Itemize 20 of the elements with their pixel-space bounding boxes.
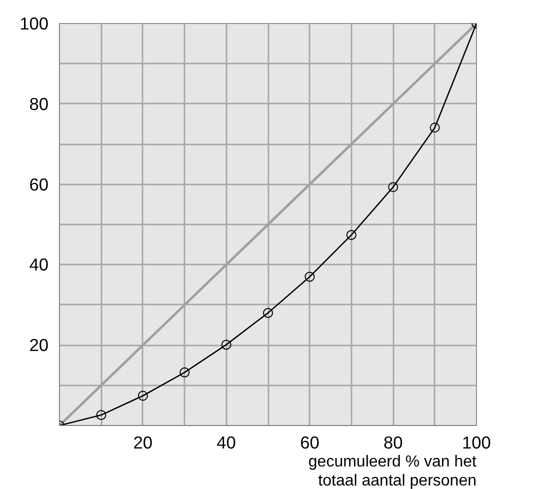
y-tick-label: 100 bbox=[20, 14, 49, 34]
x-tick-label: 40 bbox=[216, 432, 236, 452]
point bbox=[96, 410, 106, 420]
point bbox=[304, 272, 315, 282]
point bbox=[346, 230, 356, 240]
point bbox=[430, 122, 440, 133]
point bbox=[221, 340, 232, 350]
point bbox=[263, 308, 273, 318]
point bbox=[138, 390, 148, 401]
x-axis-title: gecumuleerd % van het totaal aantal personen bbox=[308, 454, 478, 489]
y-tick-label: 20 bbox=[29, 335, 49, 356]
x-tick-label: 60 bbox=[300, 432, 320, 452]
y-tick-label: 80 bbox=[29, 94, 49, 114]
point bbox=[388, 182, 398, 192]
point bbox=[180, 367, 190, 378]
x-tick-label: 100 bbox=[462, 432, 491, 452]
y-tick-label: 60 bbox=[29, 174, 49, 194]
x-tick-label: 80 bbox=[383, 432, 403, 452]
y-tick-label: 40 bbox=[29, 254, 49, 275]
x-tick-label: 20 bbox=[133, 432, 153, 452]
